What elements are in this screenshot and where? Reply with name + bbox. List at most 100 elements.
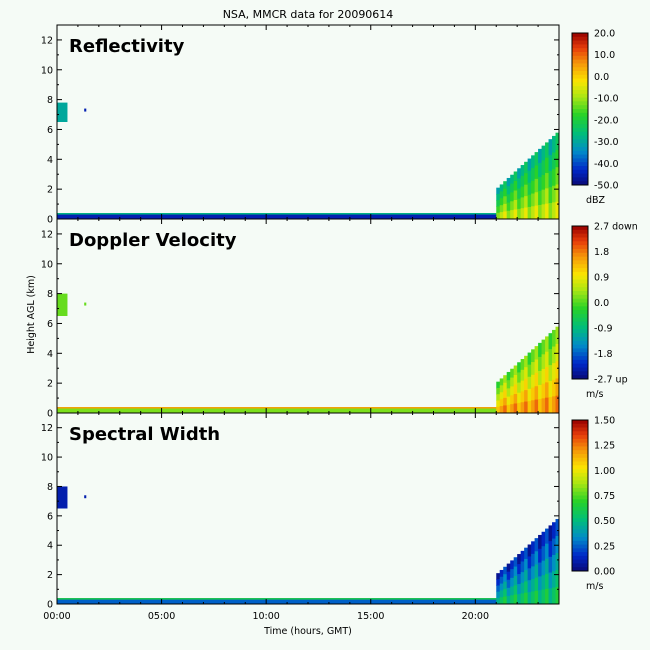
colorbar-segment [572, 375, 588, 380]
colorbar-segment [572, 166, 588, 171]
heatmap-cell [503, 581, 508, 590]
heatmap-cell [545, 588, 550, 605]
colorbar-segment [572, 154, 588, 159]
heatmap-cell [538, 356, 543, 372]
heatmap-cell [545, 543, 550, 560]
heatmap-cell [534, 346, 539, 360]
colorbar-segment [572, 521, 588, 527]
y-tick-label: 6 [47, 125, 53, 136]
heatmap-cell [541, 589, 546, 605]
colorbar-segment [572, 465, 588, 470]
colorbar-segment [572, 510, 588, 515]
heatmap-cell [545, 573, 550, 590]
heatmap-cell [548, 541, 553, 558]
figure-title: NSA, MMCR data for 20090614 [223, 8, 394, 21]
heatmap-cell [524, 378, 529, 391]
colorbar-unit: m/s [586, 389, 603, 400]
colorbar-segment [572, 329, 588, 334]
heatmap-cell [527, 206, 532, 220]
heatmap-cell [531, 387, 536, 401]
heatmap-cell [548, 333, 553, 350]
heatmap-cell [538, 548, 543, 564]
heatmap-cell [541, 189, 546, 205]
heatmap-cell [534, 205, 539, 220]
heatmap-cell [545, 397, 550, 414]
colorbar-segment [572, 367, 588, 372]
colorbar-segment [572, 71, 588, 76]
colorbar-segment [572, 162, 588, 167]
heatmap-cell [534, 178, 539, 193]
colorbar-segment [572, 264, 588, 269]
y-tick-label: 0 [47, 600, 53, 611]
y-tick-label: 6 [47, 511, 53, 522]
heatmap-cell [499, 184, 504, 192]
colorbar-segment [572, 525, 588, 530]
heatmap-cell [496, 212, 501, 220]
colorbar-segment [572, 503, 588, 508]
heatmap-cell [513, 594, 518, 605]
heatmap-cell [555, 184, 560, 203]
heatmap-cell [517, 208, 522, 220]
colorbar-segment [572, 74, 588, 79]
heatmap-cell [552, 587, 557, 605]
heatmap-cell [520, 402, 525, 414]
heatmap-cell [524, 196, 529, 209]
colorbar-segment [572, 321, 588, 326]
heatmap-cell [499, 576, 504, 585]
heatmap-cell [555, 201, 560, 220]
heatmap-cell [520, 572, 525, 584]
heatmap-cell [538, 190, 543, 206]
colorbar-segment [572, 59, 588, 64]
colorbar-segment [572, 67, 588, 72]
colorbar-segment [572, 359, 588, 365]
heatmap-cell [545, 367, 550, 383]
heatmap-cell [538, 384, 543, 400]
heatmap-cell [524, 592, 529, 605]
heatmap-cell [496, 193, 501, 201]
colorbar-segment [572, 90, 588, 95]
heatmap-cell [538, 204, 543, 220]
heatmap-cell [538, 576, 543, 591]
heatmap-cell [506, 186, 511, 195]
heatmap-cell [552, 538, 557, 556]
heatmap-cell [517, 574, 522, 585]
heatmap-cell [510, 404, 515, 414]
heatmap-cell [503, 211, 508, 220]
heatmap-cell [499, 583, 504, 591]
colorbar-segment [572, 36, 588, 41]
colorbar-segment [572, 469, 588, 474]
colorbar-segment [572, 514, 588, 519]
heatmap-cell [524, 355, 529, 368]
heatmap-cell [503, 188, 508, 197]
heatmap-cell [552, 169, 557, 187]
colorbar-segment [572, 241, 588, 246]
heatmap-cell [552, 571, 557, 589]
heatmap-cell [57, 102, 68, 122]
colorbar-segment [572, 306, 588, 311]
heatmap-cell [545, 157, 550, 174]
heatmap-cell [538, 562, 543, 577]
heatmap-cell [531, 180, 536, 195]
heatmap-cell [534, 577, 539, 592]
heatmap-cell [548, 139, 553, 156]
colorbar-label: 0.50 [594, 516, 615, 527]
colorbar-segment [572, 450, 588, 455]
colorbar-label: -30.0 [594, 137, 619, 148]
heatmap-cell [527, 158, 532, 172]
panel-2 [56, 218, 589, 414]
heatmap-cell [499, 590, 504, 598]
colorbar-segment [572, 340, 588, 345]
heatmap-cell [517, 564, 522, 575]
heatmap-cell [510, 201, 515, 211]
heatmap-cell [57, 407, 507, 413]
colorbar-segment [572, 461, 588, 466]
heatmap-cell [552, 152, 557, 170]
heatmap-cell [548, 187, 553, 204]
colorbar-segment [572, 484, 588, 489]
heatmap-cell [548, 572, 553, 589]
heatmap-cell [496, 579, 501, 586]
heatmap-cell [503, 196, 508, 205]
colorbar-segment [572, 291, 588, 296]
heatmap-cell [552, 522, 557, 540]
colorbar-segment [572, 256, 588, 261]
